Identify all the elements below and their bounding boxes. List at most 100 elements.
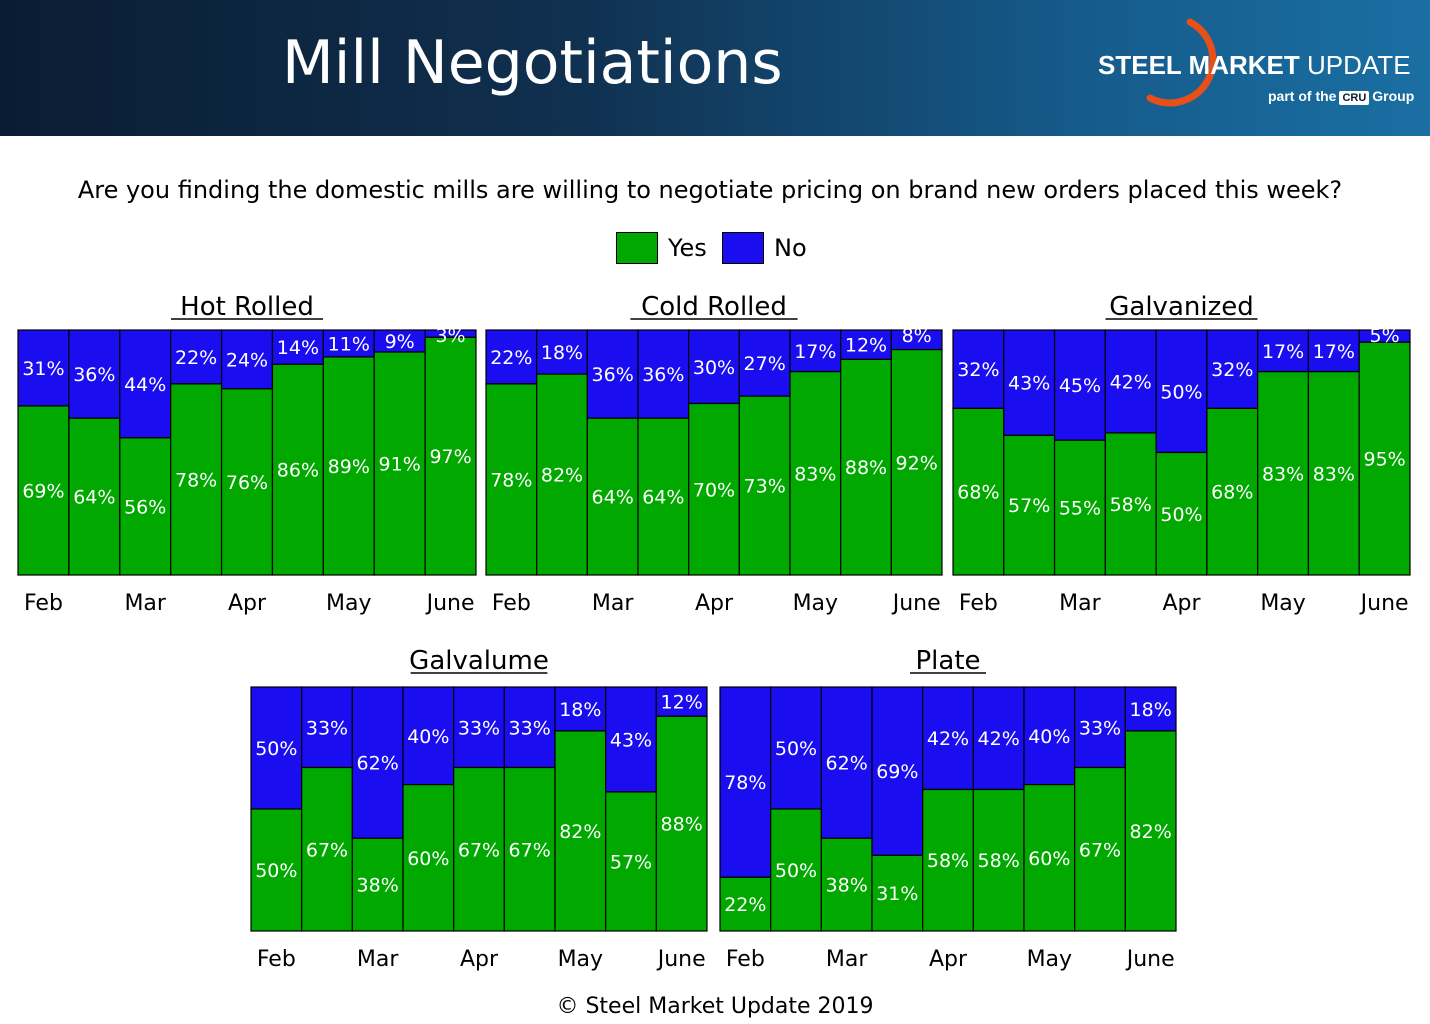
label-no-galvanized-6: 17% <box>1262 341 1304 363</box>
label-no-hot-rolled-2: 44% <box>124 374 166 396</box>
brand-subtitle: part of the CRU Group <box>1268 88 1414 105</box>
label-yes-plate-6: 60% <box>1028 848 1070 870</box>
label-no-galvalume-5: 33% <box>509 717 551 739</box>
chart-cold-rolled: Cold Rolled 78% 22% 82% 18% 64% 36% 64% 36% 70% 30… <box>485 292 943 616</box>
bar-yes-galvalume-7 <box>605 791 657 932</box>
label-yes-plate-2: 38% <box>826 875 868 897</box>
bar-yes-galvalume-2 <box>351 837 404 932</box>
label-no-plate-0: 78% <box>724 772 766 794</box>
label-yes-plate-1: 50% <box>775 860 817 882</box>
bar-yes-galvanized-6 <box>1257 371 1310 576</box>
bar-yes-cold-rolled-1 <box>536 373 588 576</box>
bar-yes-galvalume-1 <box>301 766 353 932</box>
bar-yes-galvanized-1 <box>1003 434 1056 576</box>
bar-yes-hot-rolled-8 <box>424 336 477 576</box>
page-title: Mill Negotiations <box>282 28 783 98</box>
bar-yes-plate-3 <box>871 854 924 932</box>
label-yes-cold-rolled-4: 70% <box>693 479 735 501</box>
label-no-galvalume-3: 40% <box>407 726 449 748</box>
bar-yes-galvalume-8 <box>655 715 708 932</box>
label-no-hot-rolled-7: 9% <box>385 331 415 353</box>
chart-title-galvalume: Galvalume <box>409 646 549 676</box>
label-no-galvalume-6: 18% <box>559 699 601 721</box>
bar-yes-hot-rolled-1 <box>68 417 121 576</box>
bar-no-hot-rolled-0 <box>17 329 70 407</box>
label-no-hot-rolled-6: 11% <box>328 333 370 355</box>
label-yes-galvalume-1: 67% <box>306 839 348 861</box>
x-tick-label-cold-rolled-mar: Mar <box>592 591 634 616</box>
bar-yes-galvalume-5 <box>503 766 556 932</box>
cru-badge: CRU <box>1339 91 1370 105</box>
label-yes-galvalume-0: 50% <box>255 860 297 882</box>
label-no-plate-2: 62% <box>826 753 868 775</box>
label-yes-cold-rolled-1: 82% <box>541 465 583 487</box>
label-yes-plate-4: 58% <box>927 850 969 872</box>
x-tick-label-plate-mar: Mar <box>826 947 868 972</box>
label-yes-hot-rolled-2: 56% <box>124 496 166 518</box>
label-no-hot-rolled-3: 22% <box>175 347 217 369</box>
x-tick-label-hot-rolled-apr: Apr <box>228 591 267 616</box>
brand-sub-post: Group <box>1372 88 1415 104</box>
label-yes-cold-rolled-8: 92% <box>896 452 938 474</box>
label-yes-galvalume-4: 67% <box>458 839 500 861</box>
label-no-cold-rolled-5: 27% <box>744 353 786 375</box>
label-yes-galvalume-5: 67% <box>509 839 551 861</box>
label-yes-plate-5: 58% <box>978 850 1020 872</box>
label-no-galvalume-7: 43% <box>610 729 652 751</box>
bar-yes-galvanized-3 <box>1104 432 1157 576</box>
bar-yes-hot-rolled-3 <box>170 383 223 576</box>
label-yes-galvanized-7: 83% <box>1313 463 1355 485</box>
bar-no-plate-0 <box>719 686 772 878</box>
label-no-plate-8: 18% <box>1130 699 1172 721</box>
bar-no-galvanized-2 <box>1053 329 1106 441</box>
bar-yes-cold-rolled-4 <box>688 402 740 576</box>
bar-yes-galvanized-2 <box>1053 439 1106 576</box>
x-tick-label-cold-rolled-may: May <box>793 591 838 616</box>
bar-no-galvanized-6 <box>1257 329 1310 373</box>
x-tick-label-galvanized-apr: Apr <box>1162 591 1201 616</box>
x-tick-label-hot-rolled-mar: Mar <box>124 591 166 616</box>
bar-no-galvalume-8 <box>655 686 708 717</box>
label-no-galvanized-4: 50% <box>1160 381 1202 403</box>
label-yes-cold-rolled-3: 64% <box>642 487 684 509</box>
label-no-galvalume-0: 50% <box>255 738 297 760</box>
label-yes-galvalume-2: 38% <box>357 875 399 897</box>
copyright-footer: © Steel Market Update 2019 <box>556 994 874 1019</box>
bar-no-galvanized-1 <box>1003 329 1056 436</box>
bar-yes-galvalume-0 <box>250 808 303 932</box>
bar-no-plate-7 <box>1074 686 1126 769</box>
bar-yes-cold-rolled-8 <box>890 349 943 576</box>
chart-hot-rolled: Hot Rolled 69% 31% 64% 36% 56% 44% 78% 22% 76% 24%… <box>17 292 477 616</box>
bar-yes-galvanized-7 <box>1307 371 1360 576</box>
x-tick-label-galvalume-apr: Apr <box>460 947 499 972</box>
bar-yes-hot-rolled-2 <box>119 437 172 576</box>
brand-name: STEEL MARKET UPDATE <box>1098 50 1411 81</box>
x-tick-label-galvanized-mar: Mar <box>1059 591 1101 616</box>
label-yes-cold-rolled-7: 88% <box>845 457 887 479</box>
label-yes-plate-8: 82% <box>1130 821 1172 843</box>
x-tick-label-plate-feb: Feb <box>726 947 765 972</box>
label-yes-hot-rolled-7: 91% <box>379 454 421 476</box>
label-no-plate-4: 42% <box>927 728 969 750</box>
chart-title-hot-rolled: Hot Rolled <box>180 292 314 322</box>
label-yes-galvanized-1: 57% <box>1008 495 1050 517</box>
bar-no-plate-4 <box>922 686 974 791</box>
label-no-plate-5: 42% <box>978 728 1020 750</box>
label-no-galvanized-3: 42% <box>1110 371 1152 393</box>
chart-galvalume: Galvalume 50% 50% 67% 33% 38% 62% 60% 40% 67% 33% 6… <box>250 646 708 972</box>
label-yes-hot-rolled-3: 78% <box>175 469 217 491</box>
bar-no-galvalume-3 <box>402 686 455 786</box>
label-no-hot-rolled-1: 36% <box>73 364 115 386</box>
label-no-plate-7: 33% <box>1079 717 1121 739</box>
bar-yes-galvanized-8 <box>1358 341 1411 576</box>
x-tick-label-galvalume-mar: Mar <box>357 947 399 972</box>
label-yes-hot-rolled-5: 86% <box>277 460 319 482</box>
legend-label-yes: Yes <box>668 234 707 262</box>
bar-yes-plate-8 <box>1124 730 1177 932</box>
bar-yes-plate-6 <box>1023 783 1076 932</box>
label-no-cold-rolled-4: 30% <box>693 357 735 379</box>
label-no-plate-1: 50% <box>775 738 817 760</box>
label-yes-plate-0: 22% <box>724 894 766 916</box>
label-yes-galvanized-5: 68% <box>1211 482 1253 504</box>
chart-title-cold-rolled: Cold Rolled <box>641 292 787 322</box>
